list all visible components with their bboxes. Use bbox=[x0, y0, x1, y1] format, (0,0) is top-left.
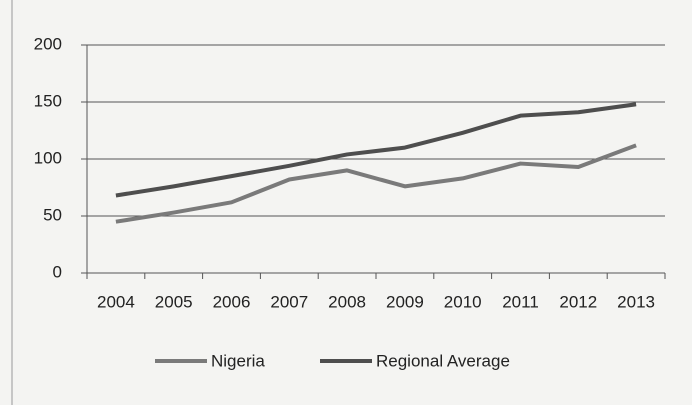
legend-label: Nigeria bbox=[211, 351, 265, 370]
x-tick-label: 2012 bbox=[559, 292, 597, 311]
x-tick-label: 2006 bbox=[213, 292, 251, 311]
x-tick-label: 2005 bbox=[155, 292, 193, 311]
series-line bbox=[115, 143, 637, 224]
x-tick-label: 2010 bbox=[444, 292, 482, 311]
series-line bbox=[115, 102, 637, 198]
y-tick-label: 100 bbox=[34, 148, 62, 167]
x-tick-label: 2008 bbox=[328, 292, 366, 311]
y-tick-label: 50 bbox=[43, 205, 62, 224]
x-tick-label: 2007 bbox=[270, 292, 308, 311]
x-tick-label: 2009 bbox=[386, 292, 424, 311]
x-tick-label: 2013 bbox=[617, 292, 655, 311]
x-tick-label: 2004 bbox=[97, 292, 135, 311]
legend-label: Regional Average bbox=[376, 351, 510, 370]
y-tick-label: 150 bbox=[34, 91, 62, 110]
y-tick-label: 0 bbox=[53, 262, 62, 281]
x-tick-label: 2011 bbox=[502, 292, 539, 311]
y-tick-label: 200 bbox=[34, 34, 62, 53]
